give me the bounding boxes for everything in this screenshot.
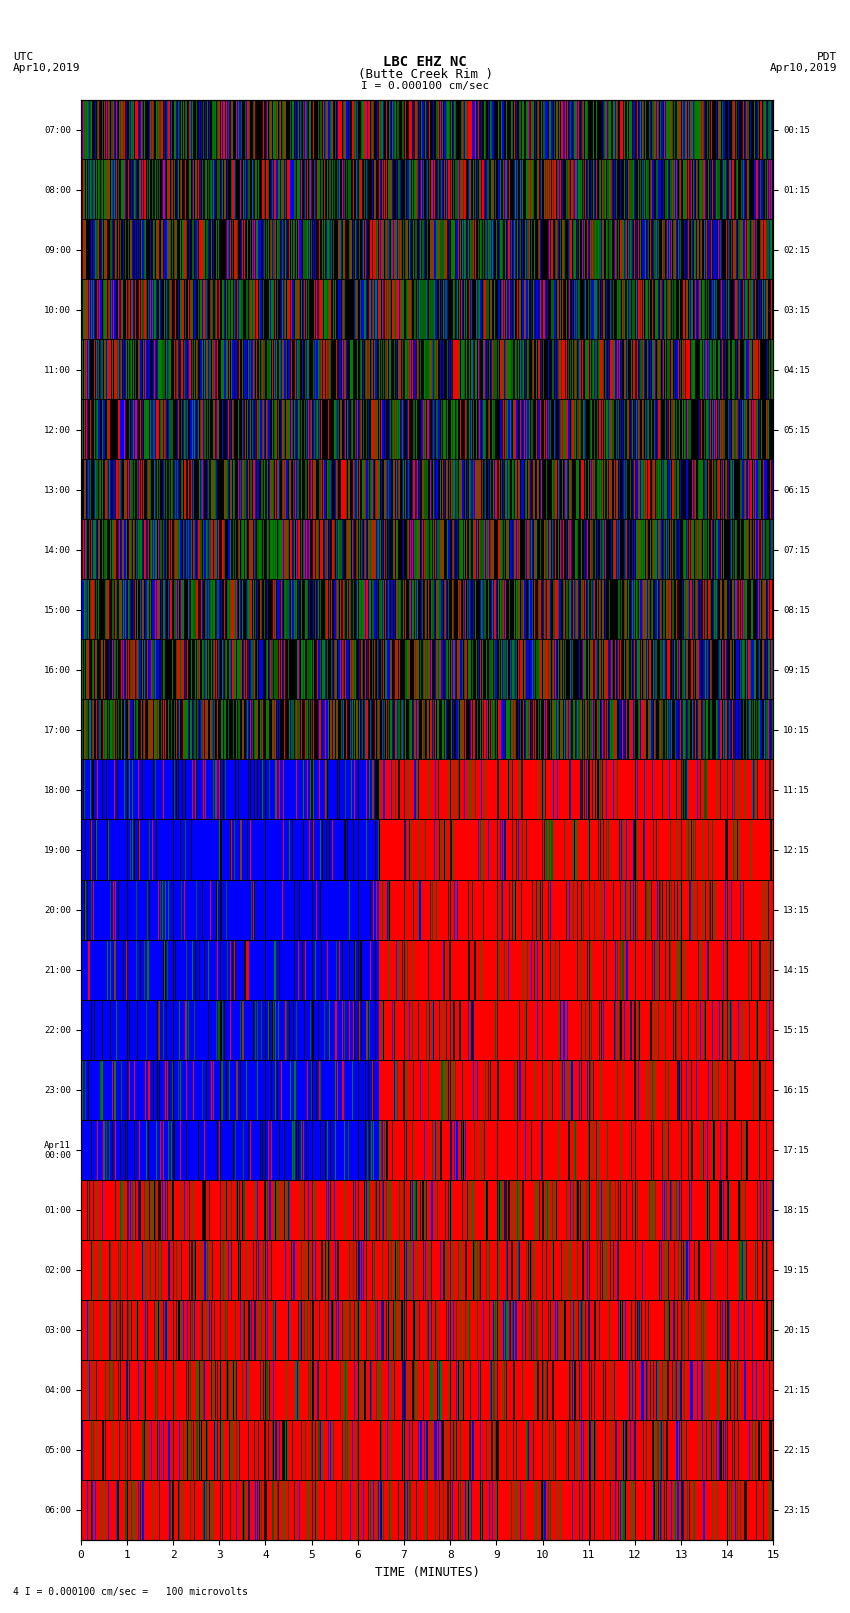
Text: UTC: UTC — [13, 52, 33, 61]
Text: 4 I = 0.000100 cm/sec =   100 microvolts: 4 I = 0.000100 cm/sec = 100 microvolts — [13, 1587, 247, 1597]
X-axis label: TIME (MINUTES): TIME (MINUTES) — [375, 1566, 479, 1579]
Text: LBC EHZ NC: LBC EHZ NC — [383, 55, 467, 69]
Text: Apr10,2019: Apr10,2019 — [770, 63, 837, 73]
Text: I = 0.000100 cm/sec: I = 0.000100 cm/sec — [361, 81, 489, 90]
Text: Apr10,2019: Apr10,2019 — [13, 63, 80, 73]
Text: (Butte Creek Rim ): (Butte Creek Rim ) — [358, 68, 492, 81]
Text: PDT: PDT — [817, 52, 837, 61]
